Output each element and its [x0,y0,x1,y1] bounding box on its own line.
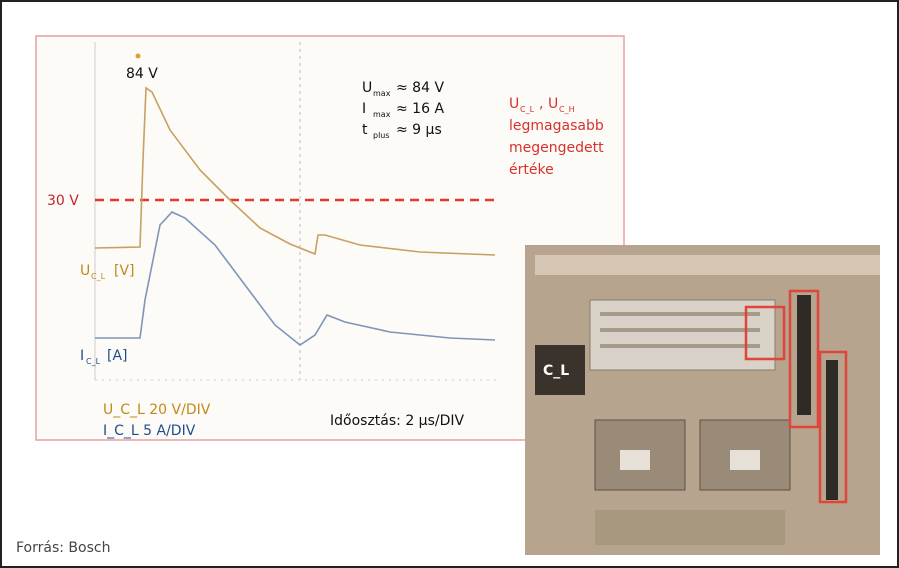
note-symbol: U [509,96,519,112]
scale-label: I_C_L 5 A/DIV [103,423,196,439]
note-sub: C_L [520,105,535,114]
chip-structure [535,255,880,275]
chip-structure [595,510,785,545]
chip-structure [600,312,760,316]
spec-symbol: I [362,101,366,117]
note-sub: C_H [559,105,575,114]
note-line: legmagasabb [509,118,604,134]
specs: U max ≈ 84 V I max ≈ 16 A t plus ≈ 9 µs [362,80,444,140]
spec-value: ≈ 84 V [396,80,444,96]
spec-sub: max [373,89,391,98]
chip-trace [826,360,838,500]
page: {"scope": { "peak_label": "84 V", "thres… [0,0,899,568]
spec-symbol: U [362,80,372,96]
chip-structure [600,344,760,348]
spec-sub: max [373,110,391,119]
trace-unit: [A] [107,348,128,364]
chip-label: C_L [543,363,569,379]
peak-label: 84 V [126,66,158,82]
threshold-label: 30 V [47,193,79,209]
trace-unit: [V] [114,263,135,279]
figure: 84 V 30 V U max ≈ 84 V I max ≈ 16 A t pl… [0,0,899,568]
note-symbol: U [548,96,558,112]
spec-value: ≈ 16 A [396,101,444,117]
trigger-marker [136,54,141,59]
chip-structure [620,450,650,470]
trace-sub: C_L [91,272,106,281]
note-line: megengedett [509,140,604,156]
chip-structure [600,328,760,332]
trace-symbol: I [80,348,84,364]
spec-symbol: t [362,122,368,138]
timebase-label: Időosztás: 2 µs/DIV [330,413,465,429]
scale-label: U_C_L 20 V/DIV [103,402,211,418]
spec-sub: plus [373,131,390,140]
source: Forrás: Bosch [16,540,110,556]
trace-symbol: U [80,263,90,279]
chip-photo: C_L [525,245,880,555]
note-separator: , [539,96,543,112]
note-line: értéke [509,162,554,178]
spec-value: ≈ 9 µs [396,122,442,138]
chip-trace [797,295,811,415]
trace-sub: C_L [86,357,101,366]
chip-structure [730,450,760,470]
